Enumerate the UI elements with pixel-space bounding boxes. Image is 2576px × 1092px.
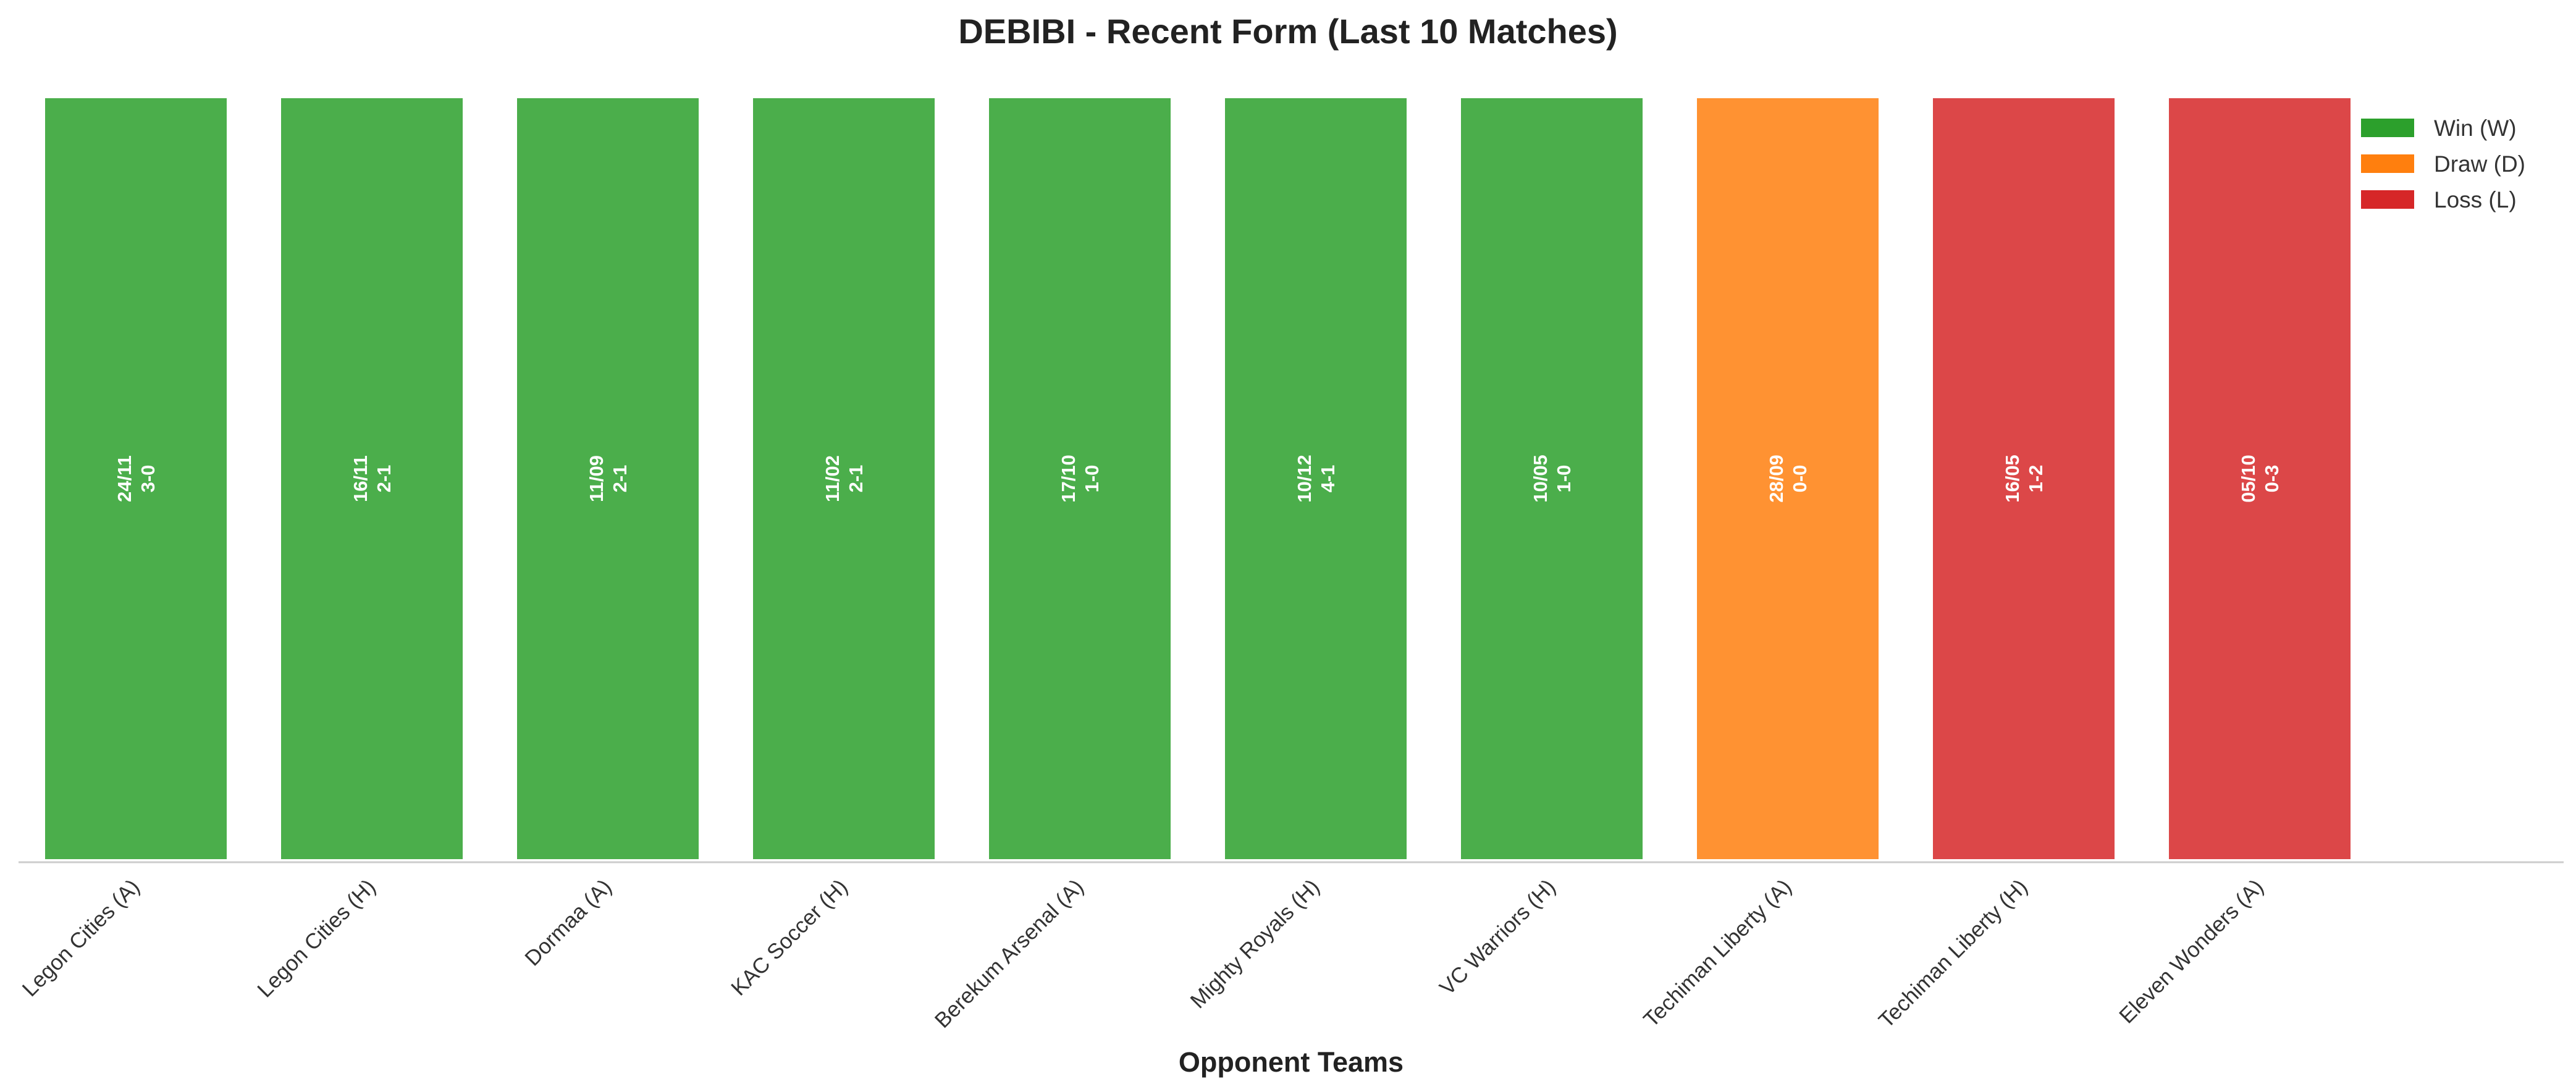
legend-label-w: Win (W) xyxy=(2434,116,2517,141)
bar-label-7: 10/051-0 xyxy=(1530,455,1575,503)
bar-date-3: 11/09 xyxy=(586,455,607,502)
bar-7 xyxy=(1458,96,1645,862)
bar-date-9: 16/05 xyxy=(2001,455,2023,503)
bar-date-2: 16/11 xyxy=(350,455,371,502)
bar-label-10: 05/100-3 xyxy=(2237,455,2283,503)
bar-label-9: 16/051-2 xyxy=(2001,455,2047,503)
bar-date-5: 17/10 xyxy=(1058,455,1079,503)
bar-score-9: 1-2 xyxy=(2025,465,2047,493)
x-tick-labels: Legon Cities (A) Legon Cities (H) Dormaa (… xyxy=(18,875,2268,1033)
bar-score-5: 1-0 xyxy=(1081,465,1103,493)
bar-label-3: 11/092-1 xyxy=(586,455,631,502)
bar-label-1: 24/113-0 xyxy=(114,455,159,502)
bar-label-4: 11/022-1 xyxy=(822,455,867,502)
legend-swatch-w xyxy=(2361,119,2414,137)
x-tick-label-6: Mighty Royals (H) xyxy=(1185,875,1324,1013)
bar-score-1: 3-0 xyxy=(137,465,159,493)
bar-date-7: 10/05 xyxy=(1530,455,1551,503)
bar-score-7: 1-0 xyxy=(1553,465,1575,493)
chart-title: DEBIBI - Recent Form (Last 10 Matches) xyxy=(958,12,1617,51)
bar-date-4: 11/02 xyxy=(822,455,843,502)
bar-4 xyxy=(751,96,937,862)
x-tick-label-4: KAC Soccer (H) xyxy=(726,875,852,1001)
x-tick-label-5: Berekum Arsenal (A) xyxy=(930,875,1088,1033)
bar-label-2: 16/112-1 xyxy=(350,455,395,502)
bar-date-1: 24/11 xyxy=(114,455,135,502)
bar-2 xyxy=(279,96,465,862)
bar-3 xyxy=(515,96,701,862)
bar-5 xyxy=(987,96,1173,862)
x-tick-label-8: Techiman Liberty (A) xyxy=(1639,875,1796,1032)
x-tick-label-7: VC Warriors (H) xyxy=(1435,875,1560,1000)
bar-score-3: 2-1 xyxy=(609,465,631,493)
bar-date-8: 28/09 xyxy=(1766,455,1787,503)
bar-label-8: 28/090-0 xyxy=(1766,455,1811,503)
x-tick-label-2: Legon Cities (H) xyxy=(253,875,380,1002)
legend-swatch-l xyxy=(2361,190,2414,209)
x-tick-label-10: Eleven Wonders (A) xyxy=(2115,875,2268,1028)
bar-1 xyxy=(43,96,229,862)
legend-label-l: Loss (L) xyxy=(2434,187,2517,212)
bar-date-6: 10/12 xyxy=(1294,455,1315,503)
bar-8 xyxy=(1694,96,1881,862)
bar-date-10: 05/10 xyxy=(2237,455,2259,503)
bar-6 xyxy=(1223,96,1409,862)
legend-label-d: Draw (D) xyxy=(2434,151,2525,177)
bar-score-2: 2-1 xyxy=(373,465,395,493)
bar-10 xyxy=(2166,96,2353,862)
legend-swatch-d xyxy=(2361,154,2414,173)
x-tick-label-3: Dormaa (A) xyxy=(520,875,616,970)
x-axis-label: Opponent Teams xyxy=(1179,1046,1404,1078)
x-tick-label-9: Techiman Liberty (H) xyxy=(1874,875,2032,1033)
bar-score-6: 4-1 xyxy=(1317,465,1339,493)
bar-score-8: 0-0 xyxy=(1789,465,1811,493)
legend: Win (W) Draw (D) Loss (L) xyxy=(2361,116,2525,212)
bar-score-4: 2-1 xyxy=(845,465,867,493)
bar-label-6: 10/124-1 xyxy=(1294,455,1339,503)
x-tick-label-1: Legon Cities (A) xyxy=(18,875,145,1001)
bar-label-5: 17/101-0 xyxy=(1058,455,1103,503)
bar-9 xyxy=(1930,96,2117,862)
bar-score-10: 0-3 xyxy=(2261,465,2283,493)
bars-group: 24/113-0 16/112-1 11/092-1 11/022-1 17/101-0… xyxy=(43,96,2353,862)
